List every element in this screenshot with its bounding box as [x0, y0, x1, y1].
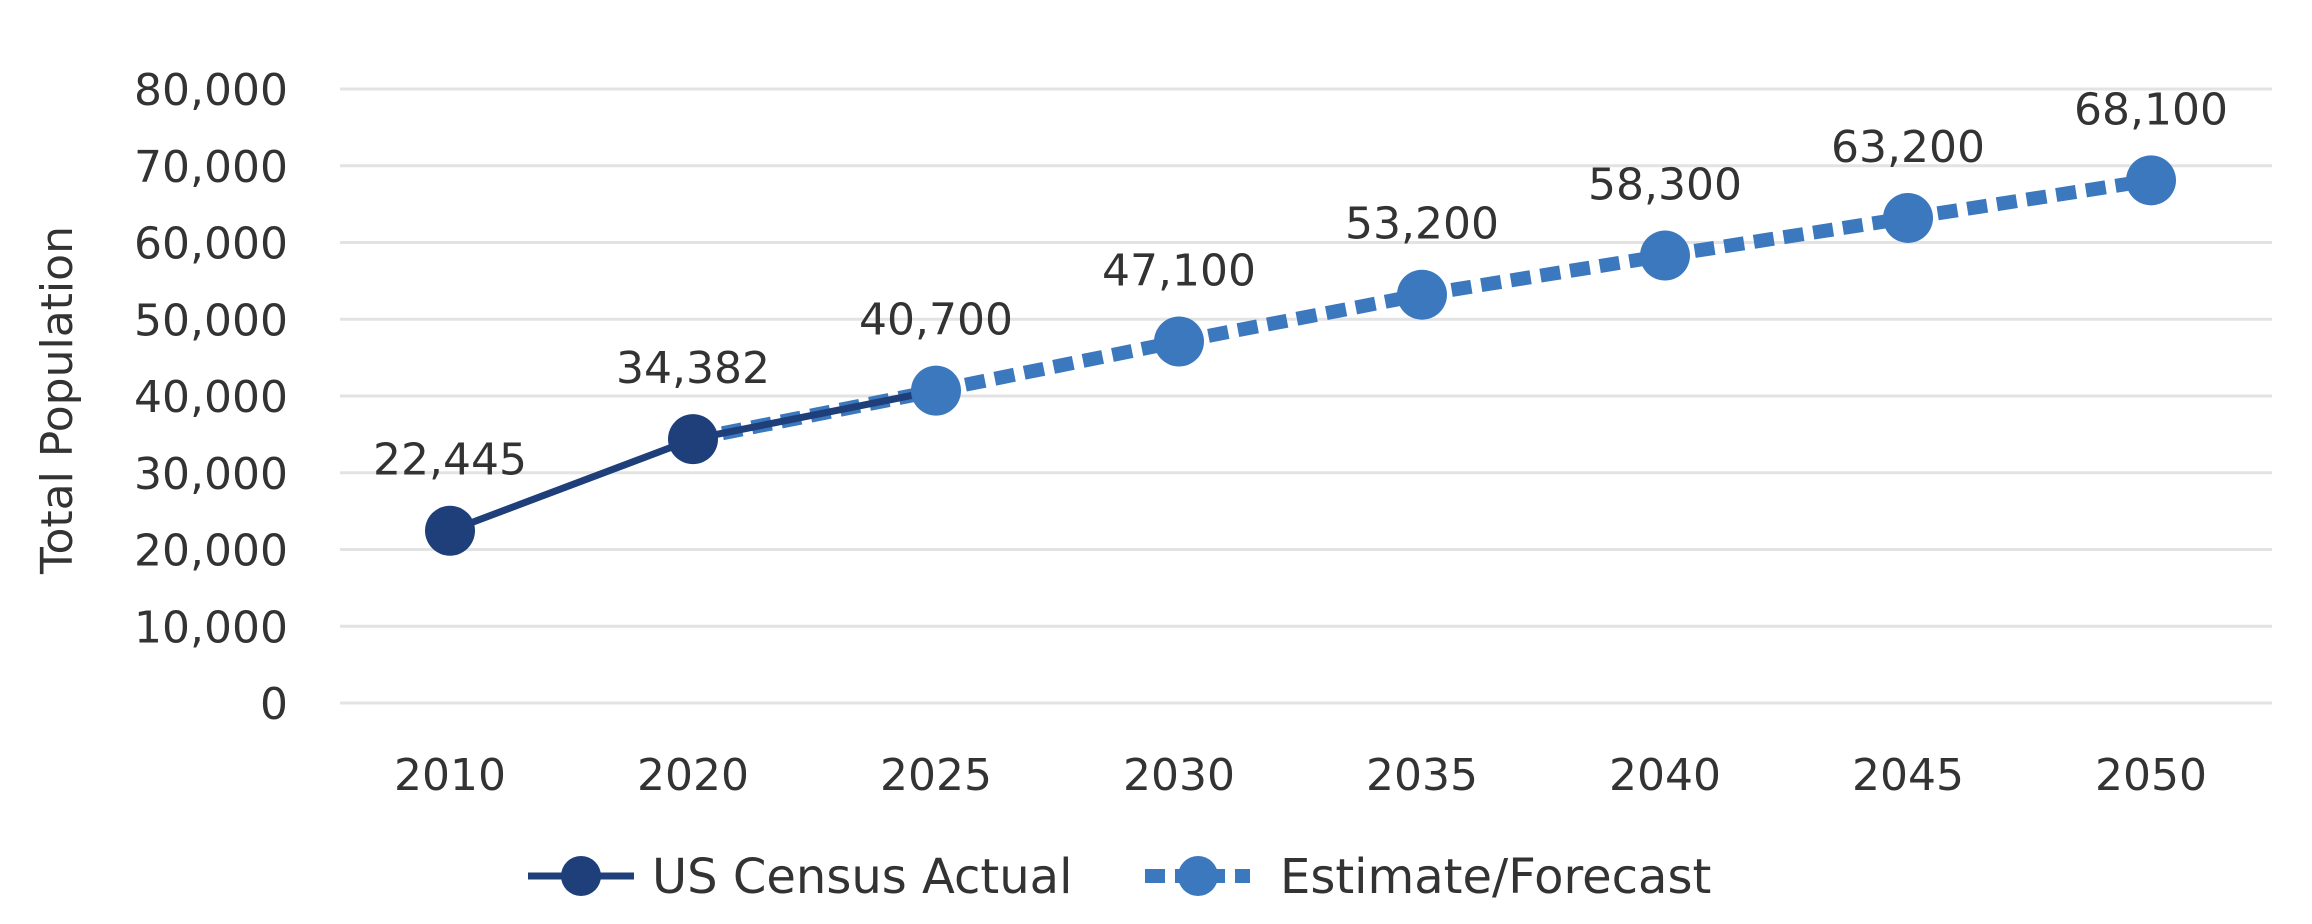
y-tick-label: 80,000	[134, 65, 288, 116]
actual-point-2010[interactable]	[425, 505, 475, 556]
actual-line-segment	[689, 387, 940, 443]
forecast-point-2035[interactable]	[1397, 269, 1447, 320]
y-tick-label: 40,000	[134, 372, 288, 423]
legend: US Census Actual Estimate/Forecast	[528, 849, 1711, 905]
legend-actual-label: US Census Actual	[652, 849, 1072, 905]
gridlines	[340, 87, 2272, 705]
data-label-2045: 63,200	[1831, 122, 1985, 173]
forecast-line-segment	[1906, 173, 2153, 225]
data-label-2020: 34,382	[616, 343, 770, 394]
x-axis-ticks: 2010 2020 2025 2030 2035 2040 2045 2050	[394, 750, 2207, 801]
x-tick-label: 2040	[1609, 750, 1721, 801]
y-tick-label: 20,000	[134, 526, 288, 577]
x-tick-label: 2020	[637, 750, 749, 801]
forecast-point-2040[interactable]	[1640, 230, 1690, 281]
y-tick-label: 30,000	[134, 449, 288, 500]
actual-point-2020[interactable]	[668, 414, 718, 465]
y-tick-label: 0	[260, 679, 288, 730]
legend-actual-swatch-dot	[561, 856, 601, 896]
x-tick-label: 2025	[880, 750, 992, 801]
x-tick-label: 2030	[1123, 750, 1235, 801]
data-labels: 22,445 34,382 40,700 47,100 53,200 58,300 63,2…	[373, 84, 2228, 485]
data-label-2035: 53,200	[1345, 199, 1499, 250]
legend-forecast-label: Estimate/Forecast	[1280, 849, 1711, 905]
forecast-point-2025[interactable]	[911, 365, 961, 416]
y-axis-ticks: 0 10,000 20,000 30,000 40,000 50,000 60,000 70,…	[134, 65, 288, 730]
forecast-line-segment	[1420, 248, 1667, 302]
y-axis-label: Total Population	[32, 226, 83, 575]
x-tick-label: 2035	[1366, 750, 1478, 801]
data-label-2040: 58,300	[1588, 160, 1742, 211]
actual-line-segment	[446, 435, 697, 535]
data-label-2030: 47,100	[1102, 246, 1256, 297]
data-label-2010: 22,445	[373, 435, 527, 486]
legend-item-forecast[interactable]: Estimate/Forecast	[1145, 849, 1711, 905]
forecast-point-2030[interactable]	[1154, 316, 1204, 367]
forecast-line-segment	[1663, 211, 1910, 263]
series-points	[425, 155, 2176, 556]
legend-item-actual[interactable]: US Census Actual	[528, 849, 1072, 905]
y-tick-label: 10,000	[134, 602, 288, 653]
forecast-point-2050[interactable]	[2126, 155, 2176, 206]
x-tick-label: 2050	[2095, 750, 2207, 801]
forecast-line-segment	[934, 334, 1181, 398]
data-label-2025: 40,700	[859, 295, 1013, 346]
y-tick-label: 60,000	[134, 219, 288, 270]
data-label-2050: 68,100	[2074, 84, 2228, 135]
legend-forecast-swatch-dot	[1178, 856, 1218, 896]
x-tick-label: 2010	[394, 750, 506, 801]
y-tick-label: 50,000	[134, 295, 288, 346]
forecast-line-segment	[1177, 287, 1424, 349]
series-lines	[446, 173, 2153, 535]
x-tick-label: 2045	[1852, 750, 1964, 801]
y-tick-label: 70,000	[134, 142, 288, 193]
forecast-point-2045[interactable]	[1883, 192, 1933, 243]
